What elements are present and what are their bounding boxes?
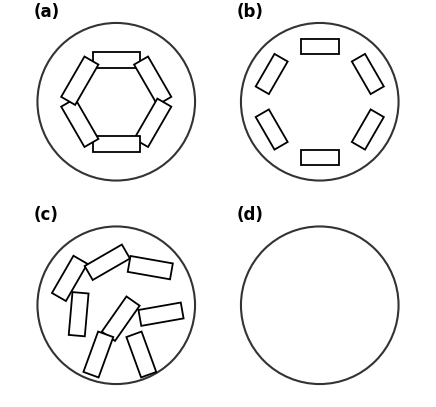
Polygon shape (69, 292, 89, 336)
Polygon shape (93, 52, 140, 68)
Polygon shape (102, 296, 140, 341)
Polygon shape (61, 57, 99, 105)
Polygon shape (352, 109, 384, 150)
Text: (c): (c) (34, 206, 58, 224)
Polygon shape (93, 136, 140, 152)
Polygon shape (126, 332, 156, 377)
Text: (a): (a) (34, 3, 59, 21)
Polygon shape (134, 98, 171, 147)
Text: (d): (d) (237, 206, 264, 224)
Polygon shape (301, 150, 338, 165)
Polygon shape (139, 302, 184, 326)
Polygon shape (255, 109, 288, 150)
Polygon shape (134, 57, 171, 105)
Polygon shape (255, 54, 288, 94)
Polygon shape (352, 54, 384, 94)
Polygon shape (61, 98, 99, 147)
Polygon shape (85, 245, 130, 280)
Polygon shape (52, 256, 87, 301)
Text: (b): (b) (237, 3, 264, 21)
Polygon shape (301, 39, 338, 54)
Polygon shape (83, 332, 113, 377)
Polygon shape (128, 256, 173, 279)
